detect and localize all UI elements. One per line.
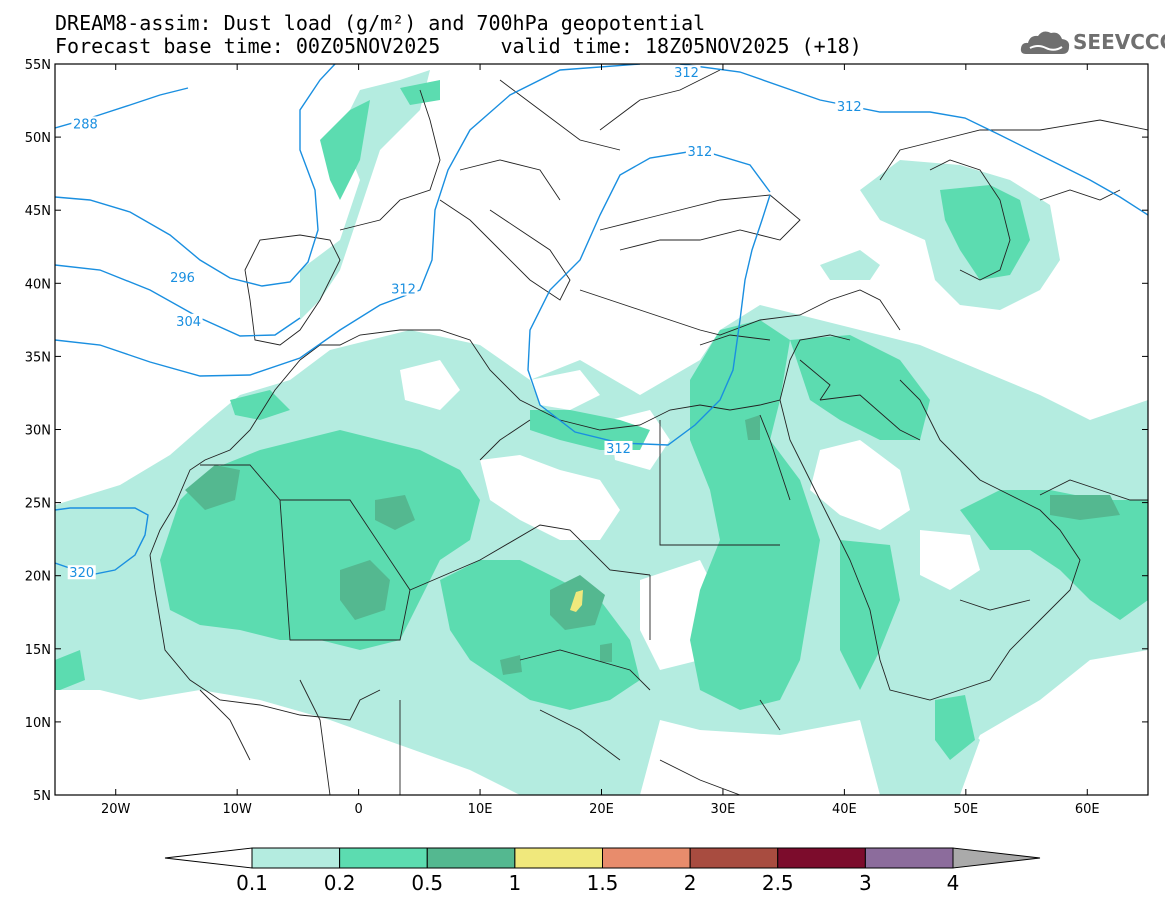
colorbar-label: 0.2: [324, 871, 356, 895]
lat-tick-label: 50N: [25, 131, 51, 146]
contour-label-bg: [604, 440, 633, 455]
lat-tick-label: 25N: [25, 497, 51, 512]
colorbar-over-arrow: [952, 847, 1041, 869]
colorbar-swatch: [426, 847, 516, 869]
colorbar-swatch: [777, 847, 866, 869]
contour-label: 312: [391, 283, 416, 298]
logo-text: SEEVCCC: [1073, 30, 1165, 54]
lon-tick-label: 10E: [468, 802, 493, 817]
lon-tick-label: 40E: [832, 802, 857, 817]
lat-tick-label: 15N: [25, 643, 51, 658]
cloud-logo-icon: [1020, 31, 1070, 54]
lat-tick-label: 40N: [25, 277, 51, 292]
contour-label-bg: [67, 565, 96, 580]
contour-label-bg: [672, 65, 701, 80]
lon-tick-label: 30E: [711, 802, 736, 817]
colorbar-label: 1: [509, 871, 522, 895]
lat-tick-label: 10N: [25, 716, 51, 731]
axis-ticks: 55N 50N 45N 40N 35N 30N 25N 20N 15N 10N 5N 20W 10W 0 1…: [25, 58, 1148, 817]
colorbar-swatch: [689, 847, 779, 869]
colorbar-label: 0.1: [236, 871, 268, 895]
contour-label-bg: [71, 116, 100, 131]
dust-field-peak: [570, 590, 583, 612]
contour-label-group: 288 296 304 312 312 312 312 312 320: [67, 65, 864, 581]
lat-tick-label: 5N: [33, 789, 51, 804]
colorbar-label: 2.5: [762, 871, 794, 895]
colorbar-under-arrow: [164, 847, 253, 869]
contour-label-bg: [168, 269, 197, 284]
colorbar-swatch: [602, 847, 691, 869]
lon-tick-label: 20E: [589, 802, 614, 817]
lon-tick-label: 0: [354, 802, 362, 817]
lon-tick-label: 50E: [953, 802, 978, 817]
colorbar-label: 3: [859, 871, 872, 895]
contour-label: 312: [837, 100, 862, 115]
contour-label-bg: [835, 98, 864, 113]
lat-tick-label: 35N: [25, 350, 51, 365]
lon-tick-label: 20W: [101, 802, 131, 817]
colorbar-label: 4: [947, 871, 960, 895]
map-title-line-1: DREAM8-assim: Dust load (g/m²) and 700hP…: [55, 11, 706, 35]
colorbar-label: 2: [684, 871, 697, 895]
coastlines-and-borders: [149, 69, 1148, 795]
contour-label-bg: [174, 313, 203, 328]
dust-field-mid: [55, 80, 1148, 760]
lat-tick-label: 55N: [25, 58, 51, 73]
contour-label: 296: [170, 271, 195, 286]
lat-tick-label: 30N: [25, 424, 51, 439]
contour-label: 288: [73, 117, 98, 132]
contour-label-bg: [389, 281, 418, 296]
colorbar-swatch: [514, 847, 603, 869]
lon-tick-label: 10W: [222, 802, 252, 817]
colorbar-label: 1.5: [587, 871, 619, 895]
lat-tick-label: 20N: [25, 570, 51, 585]
lon-tick-label: 60E: [1075, 802, 1100, 817]
map-title-line-2: Forecast base time: 00Z05NOV2025 valid t…: [55, 34, 862, 58]
contour-label: 320: [69, 566, 94, 581]
contour-label: 312: [687, 145, 712, 160]
colorbar-swatch: [339, 847, 428, 869]
colorbar-swatch: [251, 847, 341, 869]
contour-label: 312: [674, 66, 699, 81]
colorbar-label: 0.5: [411, 871, 443, 895]
contour-label: 304: [176, 315, 201, 330]
dust-field-high: [185, 415, 1120, 675]
colorbar-swatch: [864, 847, 954, 869]
colorbar: 0.1 0.2 0.5 1 1.5 2 2.5 3 4: [164, 847, 1041, 895]
lat-tick-label: 45N: [25, 204, 51, 219]
contour-label: 312: [606, 442, 631, 457]
contour-label-bg: [685, 144, 714, 159]
